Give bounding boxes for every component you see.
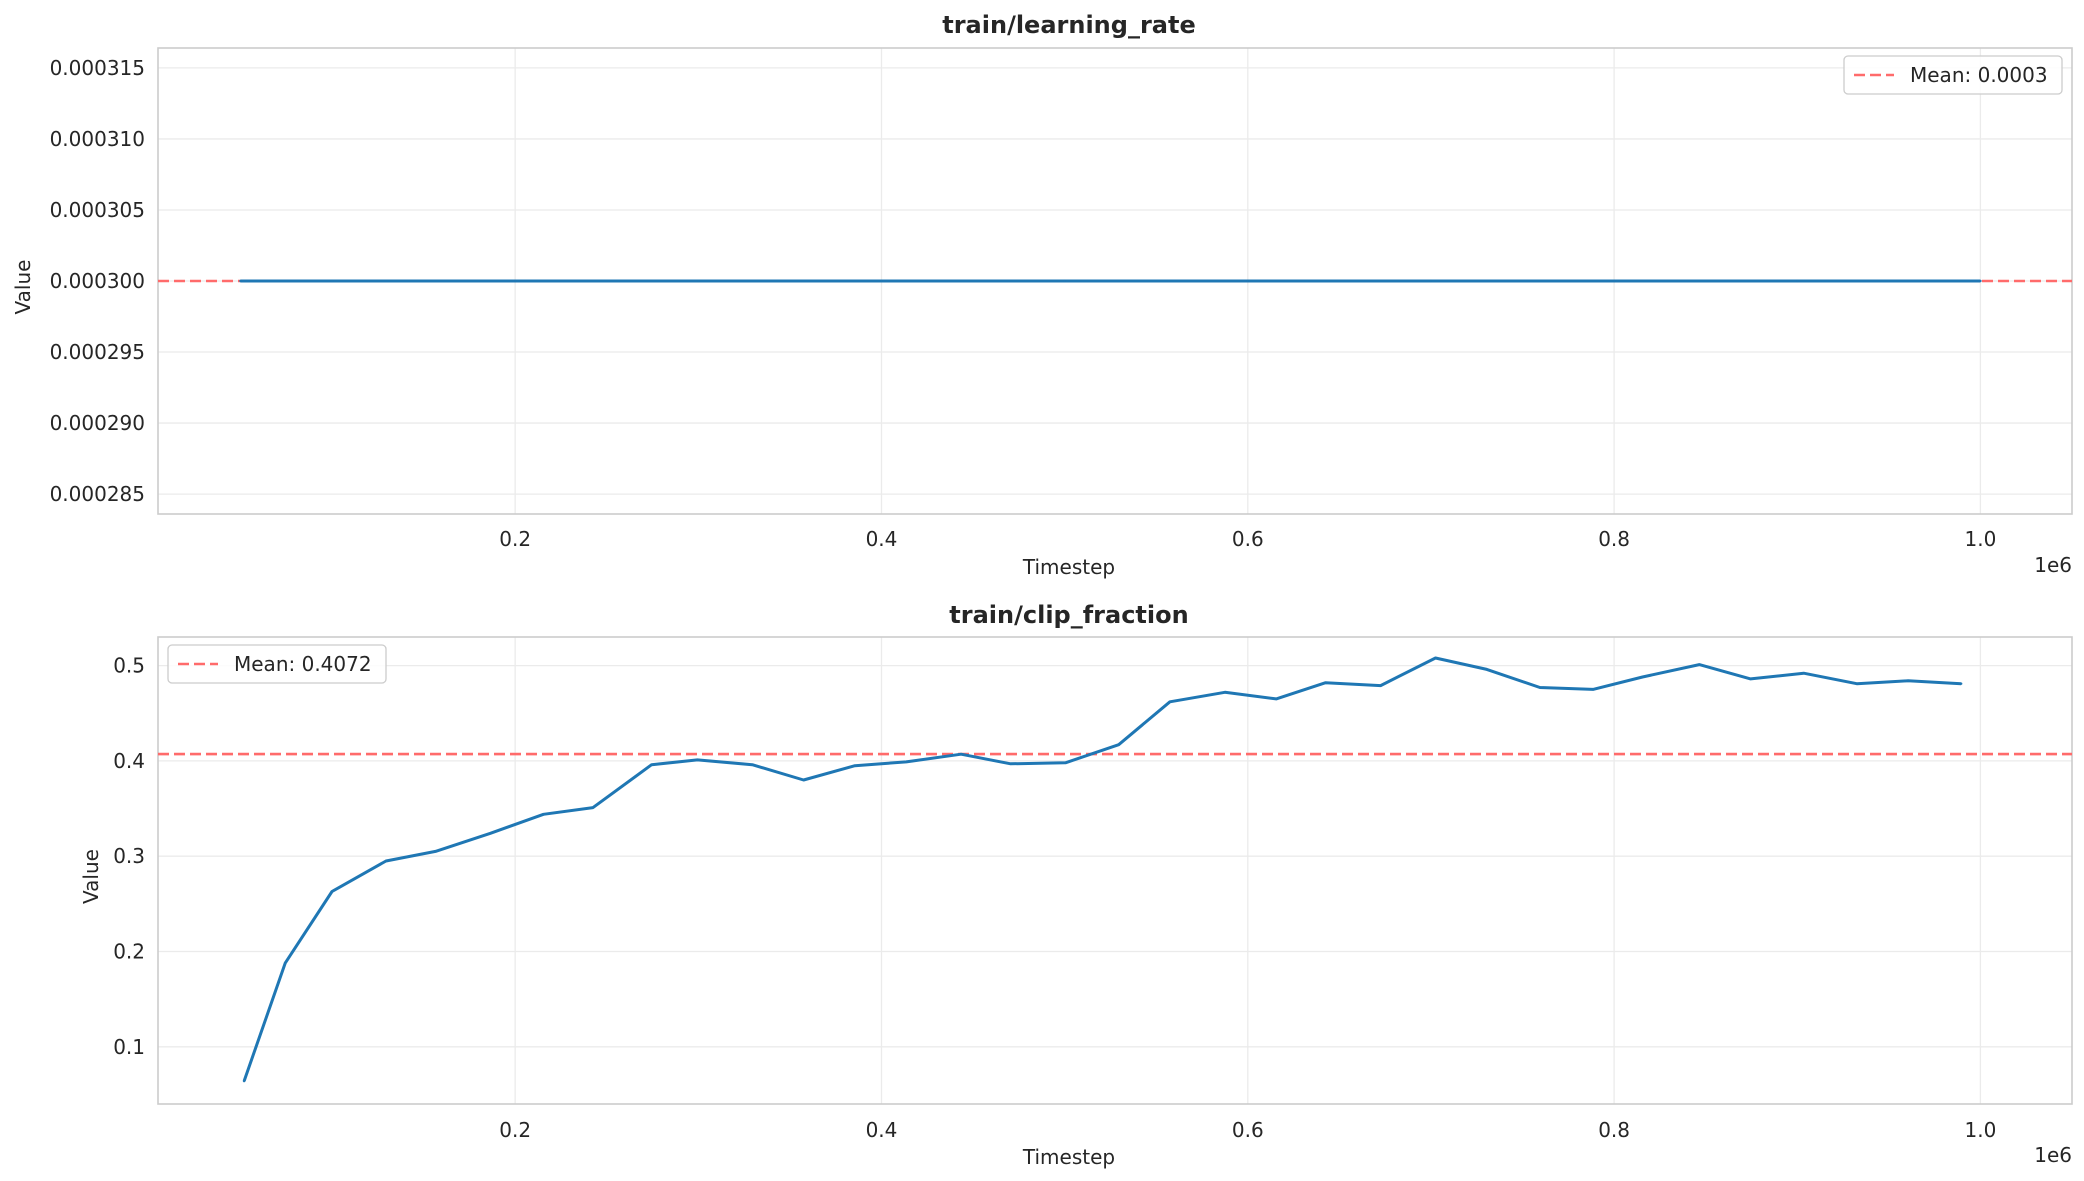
- legend-label: Mean: 0.0003: [1910, 63, 2048, 87]
- data-point: [1796, 279, 1799, 283]
- data-point: [1379, 684, 1382, 687]
- data-point: [905, 760, 908, 764]
- x-tick-label: 0.8: [1598, 1118, 1630, 1142]
- data-point: [1434, 656, 1437, 660]
- chart-panel-2: 0.2 0.4 0.6 0.8 1.0 0.1 0.2 0.3 0.4 0.5 train/clip…: [79, 601, 2073, 1169]
- x-tick-label: 0.4: [866, 1118, 898, 1142]
- data-point: [802, 778, 805, 782]
- data-point: [1117, 743, 1120, 746]
- y-tick-label: 0.000300: [50, 269, 145, 293]
- data-point: [853, 764, 857, 767]
- chart-panel-1: 0.2 0.4 0.6 0.8 1.0 0.000285 0.000290 0.000295 0…: [11, 11, 2073, 579]
- data-point: [650, 763, 653, 766]
- data-point: [696, 758, 699, 762]
- data-point: [1063, 279, 1066, 283]
- data-point: [1641, 675, 1644, 679]
- y-tick-label: 0.000305: [50, 198, 145, 222]
- legend-box: [1843, 55, 2063, 95]
- data-point: [1223, 691, 1227, 694]
- x-tick-label: 0.2: [499, 1118, 531, 1142]
- y-axis-label: Value: [11, 260, 35, 315]
- data-point: [1979, 279, 1982, 283]
- data-point: [242, 1079, 246, 1083]
- x-tick-label: 0.6: [1232, 1118, 1264, 1142]
- x-tick-label: 0.8: [1598, 527, 1630, 551]
- data-point: [751, 763, 754, 766]
- x-axis-multiplier: 1e6: [2034, 1143, 2072, 1167]
- y-tick-label: 0.5: [113, 654, 145, 678]
- y-tick-label: 0.000310: [50, 127, 145, 151]
- data-point: [489, 832, 492, 835]
- data-point: [1064, 761, 1067, 765]
- data-point: [330, 890, 334, 893]
- data-point: [1855, 682, 1858, 685]
- y-tick-label: 0.000295: [50, 340, 145, 364]
- y-tick-label: 0.4: [113, 749, 145, 773]
- data-point: [1698, 663, 1701, 666]
- x-axis-label: Timestep: [1022, 1145, 1115, 1169]
- y-axis-label: Value: [79, 849, 103, 904]
- data-point: [1246, 279, 1249, 283]
- y-tick-label: 0.000285: [50, 482, 145, 506]
- data-point: [1009, 762, 1012, 765]
- x-tick-label: 0.6: [1232, 527, 1264, 551]
- data-point: [513, 279, 517, 283]
- data-point: [1906, 679, 1910, 683]
- data-point: [1749, 677, 1752, 681]
- data-point: [697, 279, 700, 283]
- data-point: [1485, 668, 1489, 671]
- chart-title: train/learning_rate: [942, 11, 1195, 39]
- data-point: [1959, 682, 1963, 685]
- legend-box: [167, 644, 387, 684]
- data-point: [1591, 688, 1595, 691]
- plot-frame: [157, 636, 2073, 1105]
- data-point: [591, 806, 595, 809]
- data-point: [239, 279, 242, 283]
- y-tick-label: 0.000290: [50, 411, 145, 435]
- y-tick-label: 0.1: [113, 1035, 145, 1059]
- x-axis-label: Timestep: [1022, 555, 1115, 579]
- data-point: [1538, 686, 1542, 689]
- data-point: [1802, 672, 1805, 675]
- data-point: [880, 279, 883, 283]
- legend: Mean: 0.4072: [167, 644, 387, 684]
- data-point: [542, 813, 545, 816]
- x-tick-label: 0.2: [499, 527, 531, 551]
- x-tick-label: 0.4: [866, 527, 898, 551]
- data-point: [1612, 279, 1616, 283]
- data-point: [434, 850, 437, 853]
- data-point: [1429, 279, 1433, 283]
- y-tick-label: 0.000315: [50, 56, 145, 80]
- legend: Mean: 0.0003: [1843, 55, 2063, 95]
- data-point: [1168, 700, 1172, 704]
- data-point: [330, 279, 334, 283]
- x-tick-label: 1.0: [1965, 527, 1997, 551]
- data-point: [284, 961, 287, 965]
- series-line: [242, 656, 1962, 1082]
- chart-title: train/clip_fraction: [949, 601, 1188, 629]
- legend-label: Mean: 0.4072: [234, 652, 372, 676]
- x-axis-multiplier: 1e6: [2034, 553, 2072, 577]
- data-point: [959, 753, 963, 756]
- y-tick-label: 0.3: [113, 844, 145, 868]
- data-point: [1274, 697, 1278, 701]
- data-point: [384, 859, 388, 863]
- x-tick-label: 1.0: [1965, 1118, 1997, 1142]
- data-point: [1324, 681, 1327, 684]
- y-tick-label: 0.2: [113, 940, 145, 964]
